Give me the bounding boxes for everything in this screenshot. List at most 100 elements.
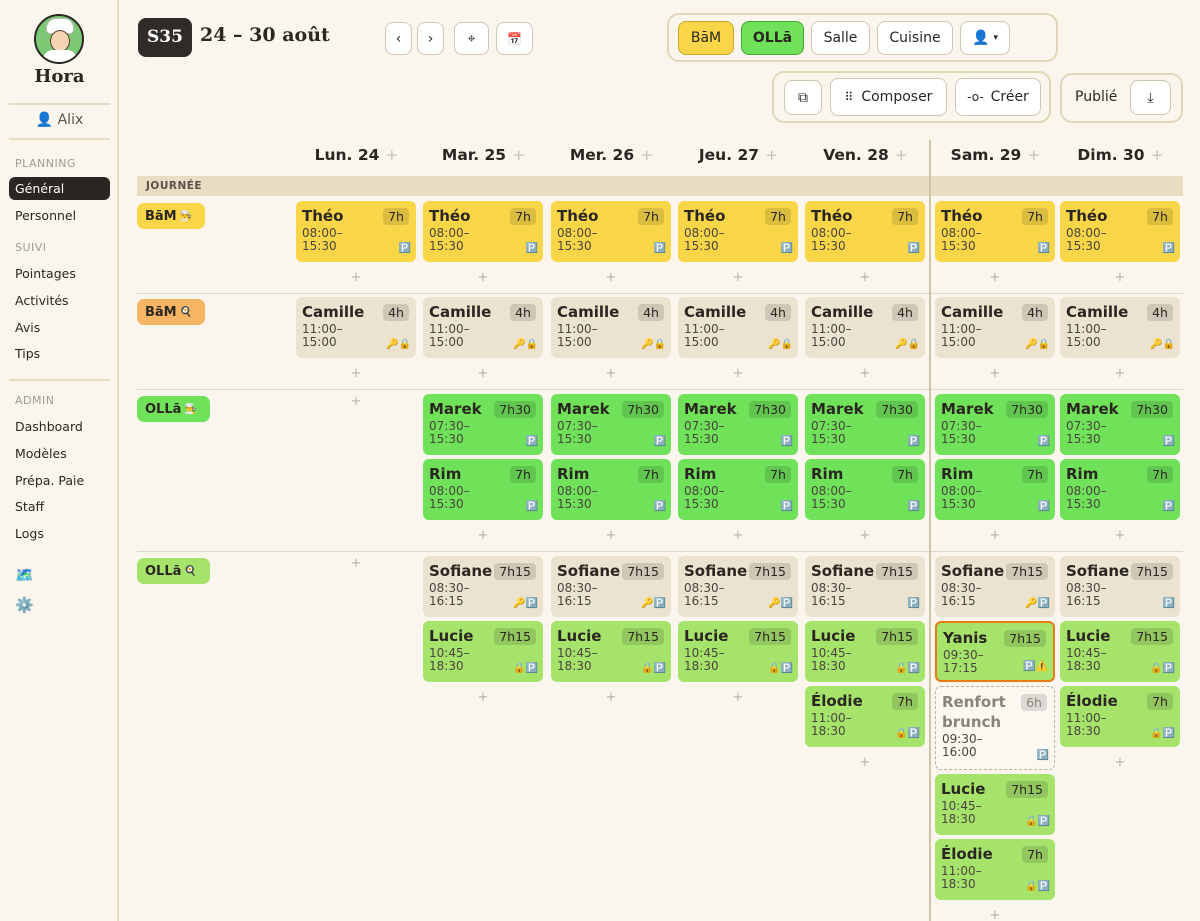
- add-shift-icon[interactable]: +: [732, 270, 744, 285]
- add-shift-icon[interactable]: +: [732, 690, 744, 705]
- shift-card[interactable]: Lucie 7h15 10:45– 18:30 🔒🅿️: [935, 774, 1055, 835]
- shift-card[interactable]: Lucie 7h15 10:45– 18:30 🔒🅿️: [551, 621, 671, 682]
- add-shift-icon[interactable]: +: [350, 366, 362, 381]
- shift-card[interactable]: Yanis 7h15 09:30– 17:15 🅿️⚠️: [935, 621, 1055, 682]
- shift-card[interactable]: Camille 4h 11:00– 15:00 🔑🔒: [678, 297, 798, 358]
- add-day-icon[interactable]: +: [1150, 146, 1164, 164]
- sidebar-item-tips[interactable]: Tips: [15, 346, 41, 361]
- calendar-button[interactable]: 📅: [496, 22, 533, 55]
- next-week-button[interactable]: ›: [417, 22, 444, 55]
- shift-card[interactable]: Marek 7h30 07:30– 15:30 🅿️: [678, 394, 798, 455]
- shift-card[interactable]: Camille 4h 11:00– 15:00 🔑🔒: [805, 297, 925, 358]
- add-day-icon[interactable]: +: [1027, 146, 1041, 164]
- download-button[interactable]: ⤓: [1130, 80, 1171, 115]
- shift-card[interactable]: Rim 7h 08:00– 15:30 🅿️: [551, 459, 671, 520]
- add-shift-icon[interactable]: +: [732, 528, 744, 543]
- shift-card[interactable]: Élodie 7h 11:00– 18:30 🔒🅿️: [935, 839, 1055, 900]
- shift-card[interactable]: Théo 7h 08:00– 15:30 🅿️: [551, 201, 671, 262]
- add-day-icon[interactable]: +: [385, 146, 399, 164]
- shift-card[interactable]: Marek 7h30 07:30– 15:30 🅿️: [805, 394, 925, 455]
- add-day-icon[interactable]: +: [512, 146, 526, 164]
- shift-card[interactable]: Théo 7h 08:00– 15:30 🅿️: [678, 201, 798, 262]
- shift-card[interactable]: Rim 7h 08:00– 15:30 🅿️: [1060, 459, 1180, 520]
- add-day-icon[interactable]: +: [894, 146, 908, 164]
- add-shift-icon[interactable]: +: [859, 366, 871, 381]
- shift-card[interactable]: Sofiane 7h15 08:30– 16:15 🔑🅿️: [551, 556, 671, 617]
- add-shift-icon[interactable]: +: [605, 366, 617, 381]
- shift-card[interactable]: Théo 7h 08:00– 15:30 🅿️: [1060, 201, 1180, 262]
- sidebar-item-avis[interactable]: Avis: [15, 320, 41, 335]
- filter-salle-chip[interactable]: Salle: [811, 21, 870, 55]
- shift-card[interactable]: Lucie 7h15 10:45– 18:30 🔒🅿️: [678, 621, 798, 682]
- shift-card[interactable]: Lucie 7h15 10:45– 18:30 🔒🅿️: [1060, 621, 1180, 682]
- map-icon[interactable]: 🗺️: [15, 566, 34, 584]
- shift-card[interactable]: Camille 4h 11:00– 15:00 🔑🔒: [935, 297, 1055, 358]
- add-shift-icon[interactable]: +: [859, 528, 871, 543]
- add-shift-icon[interactable]: +: [1114, 270, 1126, 285]
- sidebar-item-staff[interactable]: Staff: [15, 499, 45, 514]
- add-shift-icon[interactable]: +: [989, 908, 1001, 921]
- shift-card[interactable]: Marek 7h30 07:30– 15:30 🅿️: [423, 394, 543, 455]
- add-shift-icon[interactable]: +: [350, 556, 362, 571]
- sidebar-item-prépa-paie[interactable]: Prépa. Paie: [15, 473, 85, 488]
- add-shift-icon[interactable]: +: [605, 528, 617, 543]
- shift-card[interactable]: Sofiane 7h15 08:30– 16:15 🅿️: [1060, 556, 1180, 617]
- add-shift-icon[interactable]: +: [989, 366, 1001, 381]
- add-shift-icon[interactable]: +: [1114, 366, 1126, 381]
- shift-card[interactable]: Élodie 7h 11:00– 18:30 🔒🅿️: [1060, 686, 1180, 747]
- shift-card[interactable]: Marek 7h30 07:30– 15:30 🅿️: [935, 394, 1055, 455]
- shift-card[interactable]: Camille 4h 11:00– 15:00 🔑🔒: [296, 297, 416, 358]
- shift-card[interactable]: Marek 7h30 07:30– 15:30 🅿️: [551, 394, 671, 455]
- shift-card[interactable]: Rim 7h 08:00– 15:30 🅿️: [805, 459, 925, 520]
- sidebar-item-pointages[interactable]: Pointages: [15, 266, 76, 281]
- add-day-icon[interactable]: +: [640, 146, 654, 164]
- settings-gear-icon[interactable]: ⚙️: [15, 596, 34, 614]
- current-user[interactable]: 👤 Alix: [35, 112, 84, 128]
- add-shift-icon[interactable]: +: [859, 755, 871, 770]
- add-shift-icon[interactable]: +: [1114, 755, 1126, 770]
- create-button[interactable]: -o- Créer: [955, 78, 1041, 116]
- filter-olla-chip[interactable]: OLLā: [741, 21, 804, 55]
- add-shift-icon[interactable]: +: [859, 270, 871, 285]
- add-day-icon[interactable]: +: [765, 146, 779, 164]
- shift-card[interactable]: Théo 7h 08:00– 15:30 🅿️: [423, 201, 543, 262]
- add-shift-icon[interactable]: +: [477, 270, 489, 285]
- shift-card[interactable]: Rim 7h 08:00– 15:30 🅿️: [678, 459, 798, 520]
- shift-card[interactable]: Théo 7h 08:00– 15:30 🅿️: [805, 201, 925, 262]
- add-shift-icon[interactable]: +: [1114, 528, 1126, 543]
- add-shift-icon[interactable]: +: [989, 528, 1001, 543]
- shift-card[interactable]: Sofiane 7h15 08:30– 16:15 🔑🅿️: [678, 556, 798, 617]
- shift-card[interactable]: Marek 7h30 07:30– 15:30 🅿️: [1060, 394, 1180, 455]
- sidebar-item-personnel[interactable]: Personnel: [15, 208, 77, 223]
- shift-card[interactable]: Élodie 7h 11:00– 18:30 🔒🅿️: [805, 686, 925, 747]
- add-shift-icon[interactable]: +: [605, 690, 617, 705]
- shift-card[interactable]: Sofiane 7h15 08:30– 16:15 🔑🅿️: [935, 556, 1055, 617]
- add-shift-icon[interactable]: +: [477, 528, 489, 543]
- add-shift-icon[interactable]: +: [477, 690, 489, 705]
- sidebar-item-logs[interactable]: Logs: [15, 526, 44, 541]
- sidebar-item-mod-les[interactable]: Modèles: [15, 446, 67, 461]
- shift-card[interactable]: Rim 7h 08:00– 15:30 🅿️: [423, 459, 543, 520]
- add-shift-icon[interactable]: +: [732, 366, 744, 381]
- shift-card[interactable]: Lucie 7h15 10:45– 18:30 🔒🅿️: [423, 621, 543, 682]
- filter-bam-chip[interactable]: BāM: [678, 21, 734, 55]
- sidebar-item-activités[interactable]: Activités: [15, 293, 69, 308]
- add-shift-icon[interactable]: +: [477, 366, 489, 381]
- shift-card[interactable]: Lucie 7h15 10:45– 18:30 🔒🅿️: [805, 621, 925, 682]
- shift-card[interactable]: Théo 7h 08:00– 15:30 🅿️: [935, 201, 1055, 262]
- shift-card[interactable]: Camille 4h 11:00– 15:00 🔑🔒: [551, 297, 671, 358]
- shift-card[interactable]: Camille 4h 11:00– 15:00 🔑🔒: [1060, 297, 1180, 358]
- add-shift-icon[interactable]: +: [350, 394, 362, 409]
- person-filter-dropdown[interactable]: 👤 ▾: [960, 21, 1010, 55]
- add-shift-icon[interactable]: +: [350, 270, 362, 285]
- shift-card[interactable]: Renfort brunch 6h 09:30– 16:00 🅿️: [935, 686, 1055, 770]
- shift-card[interactable]: Théo 7h 08:00– 15:30 🅿️: [296, 201, 416, 262]
- sidebar-item-général[interactable]: Général: [9, 177, 110, 200]
- shift-card[interactable]: Camille 4h 11:00– 15:00 🔑🔒: [423, 297, 543, 358]
- shift-card[interactable]: Sofiane 7h15 08:30– 16:15 🅿️: [805, 556, 925, 617]
- add-shift-icon[interactable]: +: [989, 270, 1001, 285]
- duplicate-button[interactable]: ⧉: [784, 80, 822, 115]
- shift-card[interactable]: Rim 7h 08:00– 15:30 🅿️: [935, 459, 1055, 520]
- prev-week-button[interactable]: ‹: [385, 22, 412, 55]
- today-crosshair-button[interactable]: ⌖: [454, 22, 489, 55]
